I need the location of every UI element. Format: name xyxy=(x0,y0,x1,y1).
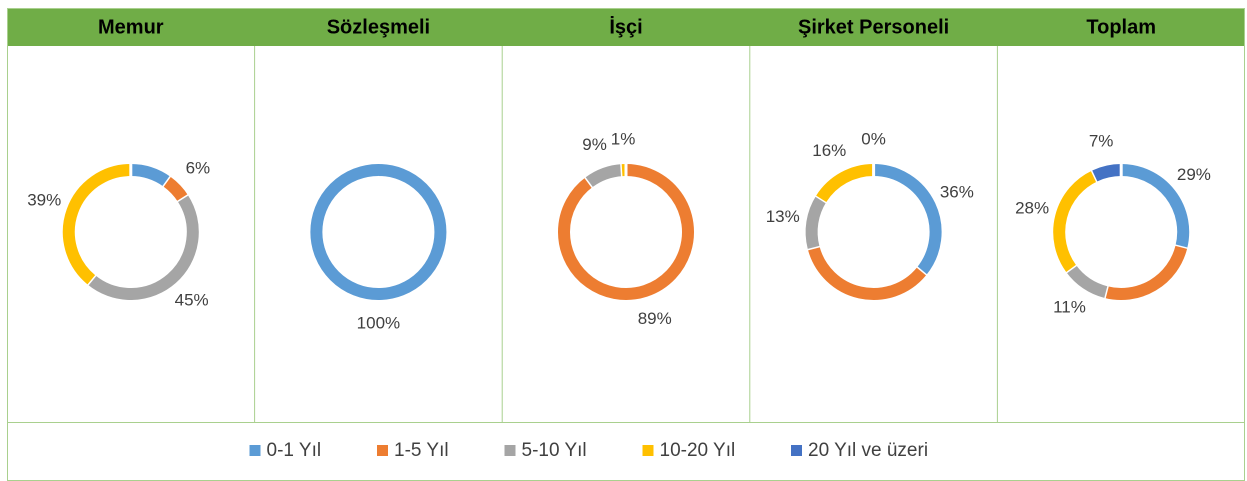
chart-title: Toplam xyxy=(1086,16,1156,38)
donut-segment xyxy=(805,195,827,249)
data-label: 89% xyxy=(638,309,672,328)
legend-swatch xyxy=(377,445,388,456)
data-label: 45% xyxy=(175,290,209,309)
donut-segment xyxy=(62,164,131,285)
data-label: 6% xyxy=(186,159,211,178)
data-label: 13% xyxy=(766,207,800,226)
legend-swatch xyxy=(791,445,802,456)
legend-label: 20 Yıl ve üzeri xyxy=(808,440,928,461)
donut-segment xyxy=(807,245,926,300)
donut-segment xyxy=(816,164,874,203)
donut-segment xyxy=(130,164,171,187)
chart-title: Sözleşmeli xyxy=(327,16,430,38)
donut-segment xyxy=(1092,164,1122,182)
data-label: 11% xyxy=(1053,298,1086,317)
donut-segment xyxy=(87,195,199,300)
data-label: 36% xyxy=(940,182,974,201)
legend-label: 10-20 Yıl xyxy=(660,440,736,461)
chart-title: Memur xyxy=(98,16,164,38)
data-label: 0% xyxy=(861,129,886,148)
donut-segment xyxy=(1066,264,1108,298)
legend-swatch xyxy=(249,445,261,456)
chart-title: Şirket Personeli xyxy=(798,16,949,38)
donut-segment xyxy=(1104,245,1188,300)
donut-segment xyxy=(163,176,189,203)
donut-segment xyxy=(1053,170,1098,272)
legend-swatch xyxy=(642,445,654,456)
data-label: 29% xyxy=(1177,165,1211,184)
legend-swatch xyxy=(504,445,516,456)
header-band xyxy=(7,8,1245,46)
donut-segment xyxy=(585,164,623,188)
data-label: 28% xyxy=(1015,199,1049,218)
data-label: 39% xyxy=(27,190,61,209)
donut-segment xyxy=(1121,164,1190,249)
data-label: 7% xyxy=(1089,132,1114,151)
legend-label: 0-1 Yıl xyxy=(267,440,322,461)
data-label: 16% xyxy=(812,141,846,160)
data-label: 1% xyxy=(611,130,636,149)
chart-title: İşçi xyxy=(609,15,642,38)
donut-segment xyxy=(558,164,694,300)
legend-label: 1-5 Yıl xyxy=(394,440,449,461)
donut-segment xyxy=(310,164,447,301)
donut-segment xyxy=(873,164,942,276)
segment-gap xyxy=(1064,263,1078,274)
data-label: 100% xyxy=(357,313,400,332)
legend-label: 5-10 Yıl xyxy=(522,440,587,461)
data-label: 9% xyxy=(582,135,607,154)
